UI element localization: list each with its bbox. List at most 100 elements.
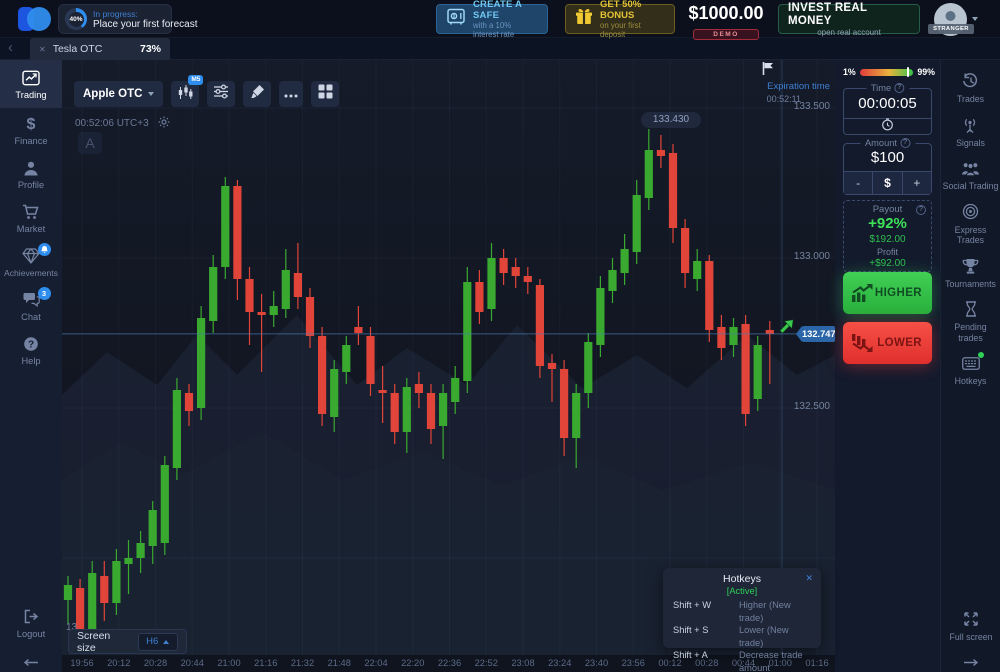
hotkeys-rows: Shift + W Higher (New trade) Shift + S Lowe… (671, 599, 813, 672)
tab-tesla-otc[interactable]: ✕ Tesla OTC 73% (30, 38, 170, 60)
invest-real-money-button[interactable]: INVEST REAL MONEY open real account (778, 2, 920, 37)
time-value[interactable]: 00:00:05 (858, 95, 917, 112)
range-high: 99% (917, 67, 935, 77)
user-menu[interactable]: STRANGER (928, 2, 978, 37)
sidebar-item-finance[interactable]: $ Finance (0, 108, 62, 152)
payout-help-icon[interactable] (916, 205, 926, 215)
lower-button[interactable]: LOWER (843, 322, 932, 364)
price-up-arrow-icon (776, 315, 798, 342)
amount-decrease-button[interactable]: - (844, 172, 873, 194)
safe-subtitle: with a 10% interest rate (473, 21, 515, 39)
bonus-texts: GET 50% BONUS on your first deposit (600, 0, 665, 39)
sidebar-item-tournaments[interactable]: Tournaments (945, 257, 996, 290)
hotkey-combo: Shift + W (673, 600, 711, 610)
fullscreen-button[interactable]: Full screen (949, 610, 993, 642)
sidebar-item-social-trading[interactable]: Social Trading (943, 159, 998, 192)
hotkey-combo: Shift + S (673, 625, 709, 635)
amount-currency-button[interactable]: $ (872, 172, 902, 194)
indicators-button[interactable] (207, 81, 236, 107)
time-tick: 21:16 (254, 658, 278, 668)
range-notch[interactable] (907, 67, 910, 77)
time-tick: 21:00 (217, 658, 241, 668)
partial-price-label: 13 (66, 622, 78, 633)
brand-logo-dot[interactable] (27, 7, 51, 31)
dollar-icon: $ (23, 115, 39, 132)
close-icon[interactable]: ✕ (39, 44, 46, 54)
screen-size-value: H6 (146, 636, 159, 647)
screen-size-control: Screen size H6 (68, 629, 187, 654)
right-sidebar-bottom: Full screen (941, 610, 1000, 667)
clock-icon (881, 117, 894, 136)
candlestick-chart[interactable] (62, 60, 835, 655)
onboarding-progress[interactable]: 40% In progress: Place your first foreca… (58, 4, 197, 34)
time-mode-button[interactable] (844, 117, 931, 136)
arrow-right-icon (964, 658, 979, 667)
bonus-title: GET 50% BONUS (600, 0, 642, 21)
cart-icon (22, 203, 40, 220)
hotkey-description: Decrease trade amount (739, 650, 803, 672)
sidebar-item-logout[interactable]: Logout (17, 601, 45, 645)
expiration-time-label: Expiration time (767, 81, 830, 92)
amount-increase-button[interactable]: + (901, 172, 931, 194)
sidebar-item-label: Market (16, 224, 46, 234)
close-icon[interactable]: ✕ (805, 573, 813, 583)
range-gradient-bar[interactable] (859, 67, 914, 77)
target-icon (962, 203, 979, 221)
history-icon (962, 72, 979, 90)
count-badge: 3 (37, 287, 51, 300)
symbol-select[interactable]: Apple OTC (74, 81, 164, 107)
chat-icon: 3 (23, 287, 51, 308)
safe-texts: CREATE A SAFE with a 10% interest rate (473, 0, 538, 39)
sidebar-item-signals[interactable]: Signals (956, 116, 985, 149)
sidebar-item-hotkeys[interactable]: Hotkeys (955, 352, 986, 387)
bonus-subtitle: on your first deposit (600, 21, 641, 39)
sidebar-item-label: Profile (17, 180, 45, 190)
time-tick: 00:44 (731, 658, 756, 668)
sidebar-item-label: Trades (956, 94, 985, 104)
amount-help-icon[interactable] (900, 138, 911, 148)
invest-subtitle: open real account (817, 27, 881, 37)
sidebar-item-chat[interactable]: 3 Chat (0, 284, 62, 328)
create-safe-button[interactable]: CREATE A SAFE with a 10% interest rate (436, 0, 548, 39)
collapse-sidebar-button[interactable] (23, 654, 39, 667)
higher-button[interactable]: HIGHER (843, 272, 932, 314)
drawing-tools-button[interactable] (243, 81, 272, 107)
sidebar-item-achievements[interactable]: Achievements (0, 240, 62, 284)
time-axis: 19:56 20:12 20:28 20:44 21:00 21:16 21:32 21:48… (62, 655, 835, 672)
sidebar-item-trades[interactable]: Trades (957, 72, 984, 105)
screen-size-label: Screen size (77, 629, 111, 654)
sidebar-item-label: Tournaments (945, 278, 996, 289)
chevron-down-icon (148, 92, 155, 96)
time-help-icon[interactable] (894, 83, 905, 93)
chevron-up-icon (163, 639, 170, 644)
balance-amount: $1000.00 (688, 3, 764, 23)
sidebar-item-market[interactable]: Market (0, 196, 62, 240)
chart-type-button[interactable]: M5 (171, 75, 204, 107)
multichart-button[interactable] (311, 81, 340, 107)
account-balance[interactable]: $1000.00 DEMO (684, 3, 768, 41)
logout-icon (23, 608, 39, 625)
gear-icon[interactable] (158, 116, 170, 131)
chart-area[interactable]: Apple OTC M5 00:52:06 UTC+3 A (62, 60, 835, 655)
back-chevron-icon[interactable]: ‹ (8, 39, 13, 56)
sidebar-item-pending-trades[interactable]: Pending trades (943, 300, 999, 343)
sidebar-item-label: Express Trades (954, 224, 987, 246)
amount-value[interactable]: $100 (870, 149, 905, 166)
progress-percent: 40% (68, 11, 84, 27)
screen-size-select[interactable]: H6 (137, 632, 178, 651)
sidebar-item-express-trades[interactable]: Express Trades (943, 203, 999, 246)
sidebar-item-profile[interactable]: Profile (0, 152, 62, 196)
bonus-button[interactable]: GET 50% BONUS on your first deposit (565, 0, 675, 39)
price-tick: 133.000 (793, 251, 830, 262)
sidebar-item-trading[interactable]: Trading (0, 60, 62, 108)
trade-panel: 1% 99% Time 00:00:05 Amount $100 - $ + P… (835, 60, 940, 672)
clock-text: 00:52:06 UTC+3 (75, 118, 149, 129)
safe-icon (446, 7, 466, 32)
help-icon: ? (23, 335, 39, 352)
demo-badge[interactable]: DEMO (693, 29, 759, 40)
sidebar-item-label: Help (21, 356, 41, 366)
sidebar-item-help[interactable]: ? Help (0, 328, 62, 372)
more-tools-button[interactable] (279, 81, 304, 107)
expand-sidebar-button[interactable] (963, 654, 979, 667)
username-badge: STRANGER (928, 24, 974, 34)
